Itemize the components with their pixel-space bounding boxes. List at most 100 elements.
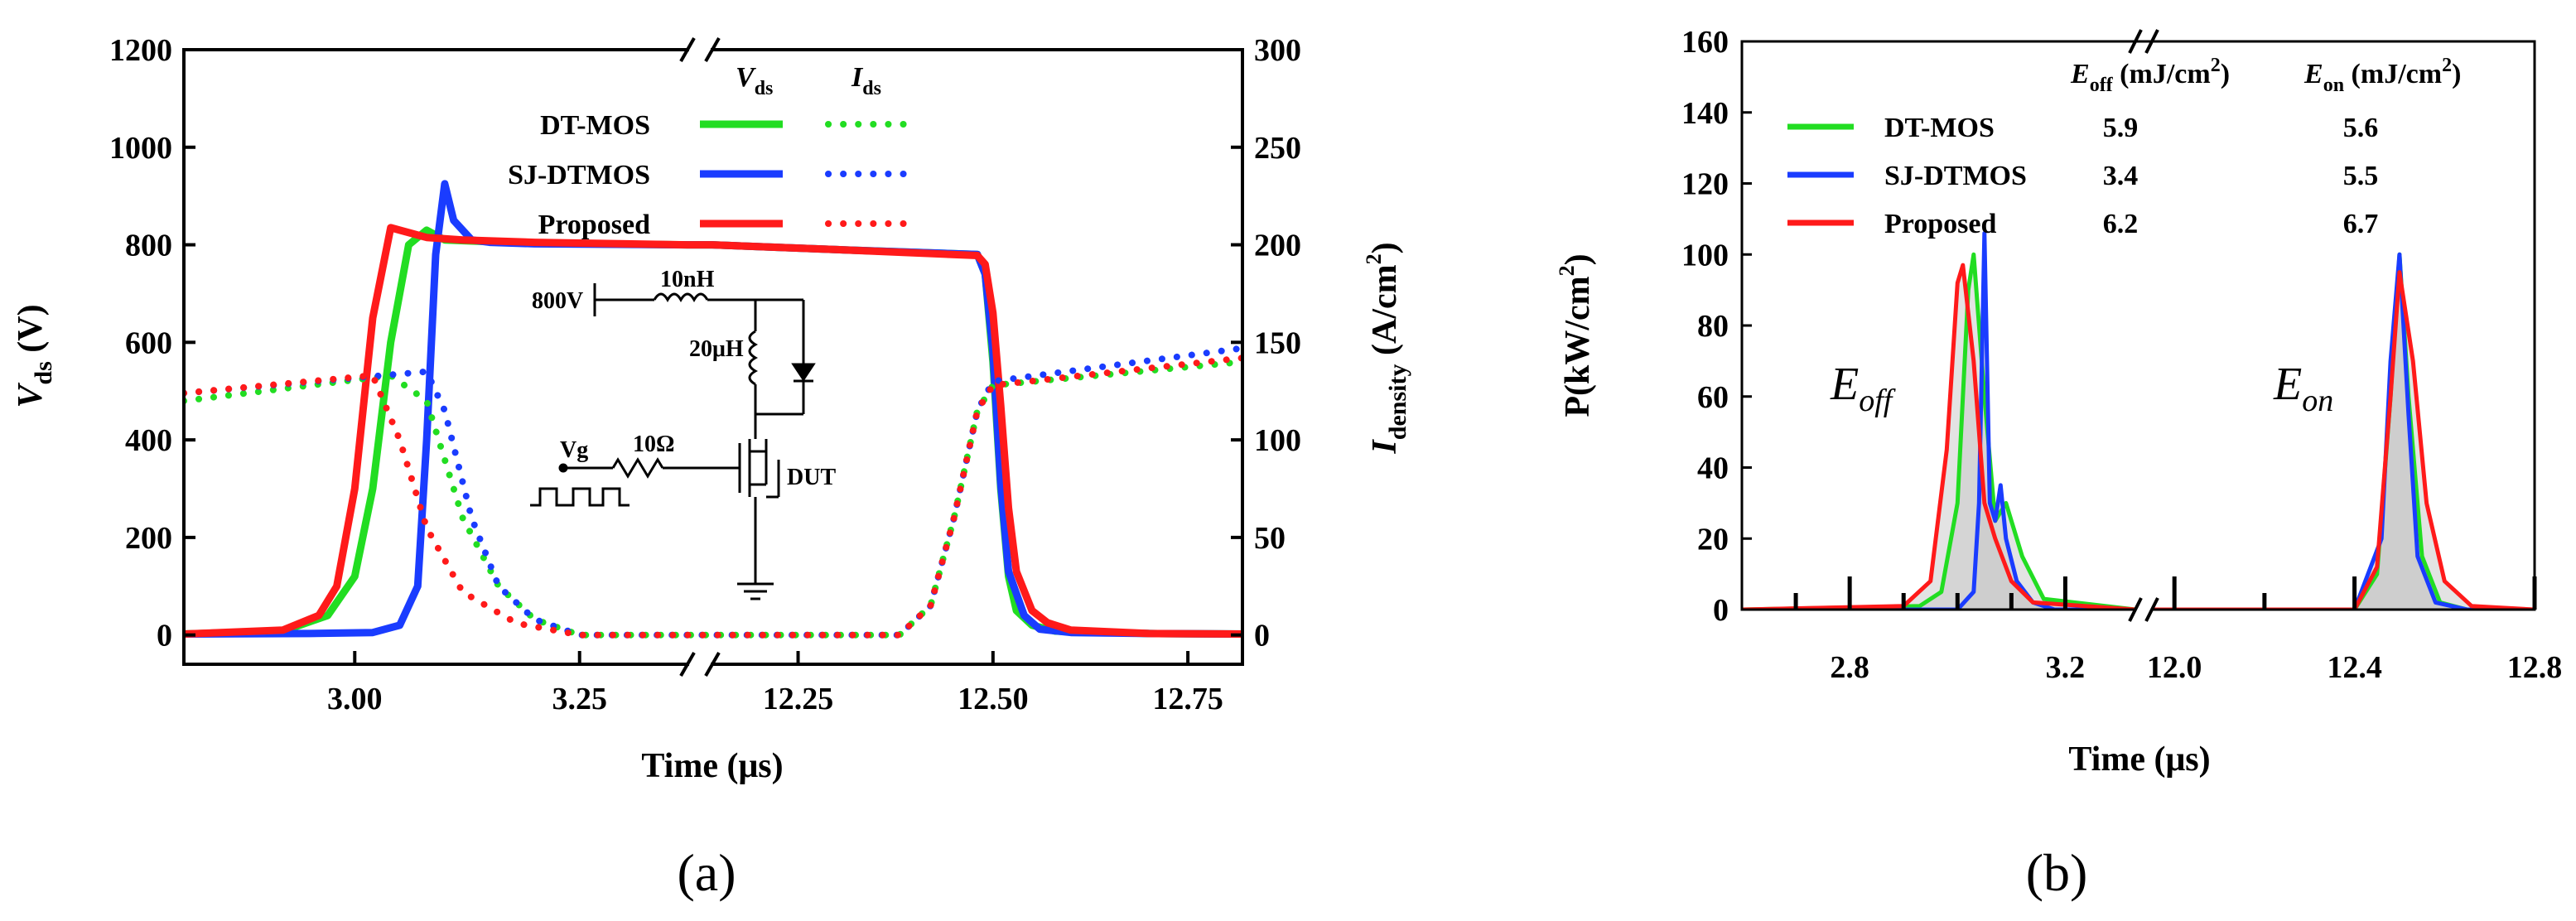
axis-break-mark	[2144, 29, 2159, 54]
x-tick-label: 2.8	[1830, 650, 1869, 685]
circuit-label-dut: DUT	[787, 465, 836, 490]
circuit-label-20uh: 20μH	[689, 336, 744, 362]
panel-b-x-axis-label: Time (μs)	[2068, 740, 2210, 779]
x-tick-label: 3.00	[327, 682, 383, 716]
annotation-eon: Eon	[2273, 359, 2333, 418]
left-tick-label: 1000	[109, 131, 172, 166]
legend-label-sj-dtmos: SJ-DTMOS	[1884, 161, 2027, 191]
panel-a-label: (a)	[677, 843, 736, 902]
right-tick-label: 200	[1254, 229, 1301, 263]
left-tick-label: 200	[125, 521, 172, 556]
panel-b-label: (b)	[2026, 843, 2088, 902]
right-tick-label: 0	[1254, 619, 1270, 653]
inset-circuit-labels: 800V 10nH 20μH Vg 10Ω DUT	[532, 267, 836, 490]
y-tick-label: 40	[1697, 451, 1729, 486]
panel-a-x-axis-label: Time (μs)	[641, 747, 783, 785]
x-tick-label: 12.75	[1152, 682, 1223, 716]
panel-b-legend-table: Eoff (mJ/cm2) Eon (mJ/cm2) DT-MOS 5.9 5.6 S…	[1787, 55, 2461, 239]
panel-a-legend: Vds Ids DT-MOS SJ-DTMOS Proposed	[508, 62, 914, 240]
right-tick-label: 250	[1254, 131, 1301, 166]
series-dt-mos-line	[1742, 252, 2535, 610]
left-tick-label: 0	[157, 619, 172, 653]
table-header-eon: Eon (mJ/cm2)	[2303, 55, 2461, 96]
y-tick-label: 100	[1681, 238, 1729, 272]
table-header-eoff: Eoff (mJ/cm2)	[2070, 55, 2230, 96]
series-proposed-area	[1742, 265, 2535, 610]
right-tick-label: 100	[1254, 423, 1301, 458]
panel-a-right-ticks: 0 50 100 150 200 250 300	[1231, 33, 1301, 653]
left-tick-label: 800	[125, 229, 172, 263]
axis-break-mark	[2128, 29, 2143, 54]
circuit-label-10ohm: 10Ω	[633, 432, 674, 457]
x-tick-label: 12.8	[2507, 650, 2563, 685]
left-tick-label: 1200	[109, 33, 172, 68]
panel-b-legend-rows: DT-MOS 5.9 5.6 SJ-DTMOS 3.4 5.5 Proposed 6.2 6.7	[1787, 113, 2378, 239]
series-proposed-ids-line	[184, 354, 1242, 639]
eoff-value-sj-dtmos: 3.4	[2103, 161, 2139, 191]
axis-break-mark	[679, 37, 696, 62]
inductor-10nh-icon	[653, 292, 709, 303]
y-tick-label: 60	[1697, 380, 1729, 415]
legend-header-vds: Vds	[736, 62, 773, 99]
circuit-label-vg: Vg	[560, 437, 588, 463]
axis-break-mark	[2144, 597, 2159, 622]
left-tick-label: 600	[125, 325, 172, 360]
x-tick-label: 3.25	[552, 682, 607, 716]
series-sj-dtmos-line	[1742, 231, 2535, 610]
legend-label-dt-mos: DT-MOS	[540, 110, 650, 141]
panel-a-x-ticks: 3.00 3.25 12.25 12.50 12.75	[327, 651, 1223, 716]
annotation-eoff: Eoff	[1830, 359, 1896, 418]
legend-label-sj-dtmos: SJ-DTMOS	[508, 160, 650, 190]
right-tick-label: 50	[1254, 521, 1286, 556]
panel-b-chart: 0 20 40 60 80 100 120 140 160 2.8 3.2 12.0 12.4 12.8…	[1555, 25, 2562, 902]
x-tick-label: 12.25	[763, 682, 834, 716]
panel-a-axis-break	[679, 37, 721, 677]
inset-circuit-diagram	[530, 283, 816, 600]
gate-pulse-icon	[530, 487, 630, 507]
y-tick-label: 0	[1713, 593, 1729, 628]
resistor-icon	[611, 457, 664, 479]
panel-b-y-axis-label: P(kW/cm2)	[1555, 253, 1597, 417]
series-proposed-line	[1742, 263, 2535, 610]
legend-label-proposed: Proposed	[1884, 209, 1996, 239]
legend-header-ids: Ids	[851, 62, 881, 99]
panel-b-x-ticks: 2.8 3.2 12.0 12.4 12.8	[1793, 576, 2563, 685]
left-tick-label: 400	[125, 423, 172, 458]
eon-value-dt-mos: 5.6	[2343, 113, 2379, 143]
y-tick-label: 120	[1681, 167, 1729, 202]
panel-a-plot-area	[184, 180, 1242, 639]
panel-b-axis-break	[2128, 29, 2159, 622]
x-tick-label: 3.2	[2046, 650, 2086, 685]
axis-break-mark	[679, 652, 696, 677]
y-tick-label: 160	[1681, 25, 1729, 60]
panel-a-left-axis-label: Vds (V)	[12, 304, 57, 407]
series-proposed-vds-line	[184, 224, 1242, 638]
panel-a-right-axis-label: Idensity (A/cm2)	[1362, 242, 1411, 454]
x-tick-label: 12.4	[2327, 650, 2382, 685]
eon-value-sj-dtmos: 5.5	[2343, 161, 2379, 191]
y-tick-label: 80	[1697, 309, 1729, 344]
panel-b-y-ticks: 0 20 40 60 80 100 120 140 160	[1681, 25, 1752, 628]
eoff-value-dt-mos: 5.9	[2103, 113, 2139, 143]
eon-value-proposed: 6.7	[2343, 209, 2379, 239]
legend-label-proposed: Proposed	[538, 210, 650, 240]
axis-break-mark	[2128, 597, 2143, 622]
eoff-value-proposed: 6.2	[2103, 209, 2139, 239]
axis-break-mark	[704, 652, 721, 677]
panel-a-chart: 0 200 400 600 800 1000 1200 0 50 100 150 200 250 300…	[12, 33, 1411, 902]
x-tick-label: 12.0	[2147, 650, 2202, 685]
y-tick-label: 140	[1681, 96, 1729, 131]
diode-icon	[791, 363, 816, 383]
panel-b-plot-area	[1742, 231, 2535, 610]
panel-a-left-ticks: 0 200 400 600 800 1000 1200	[109, 33, 195, 653]
circuit-label-800v: 800V	[532, 288, 583, 314]
panel-a-legend-rows: DT-MOS SJ-DTMOS Proposed	[508, 110, 914, 240]
circuit-label-10nh: 10nH	[660, 267, 715, 292]
right-tick-label: 300	[1254, 33, 1301, 68]
y-tick-label: 20	[1697, 522, 1729, 557]
legend-label-dt-mos: DT-MOS	[1884, 113, 1995, 143]
x-tick-label: 12.50	[958, 682, 1029, 716]
axis-break-mark	[704, 37, 721, 62]
right-tick-label: 150	[1254, 325, 1301, 360]
